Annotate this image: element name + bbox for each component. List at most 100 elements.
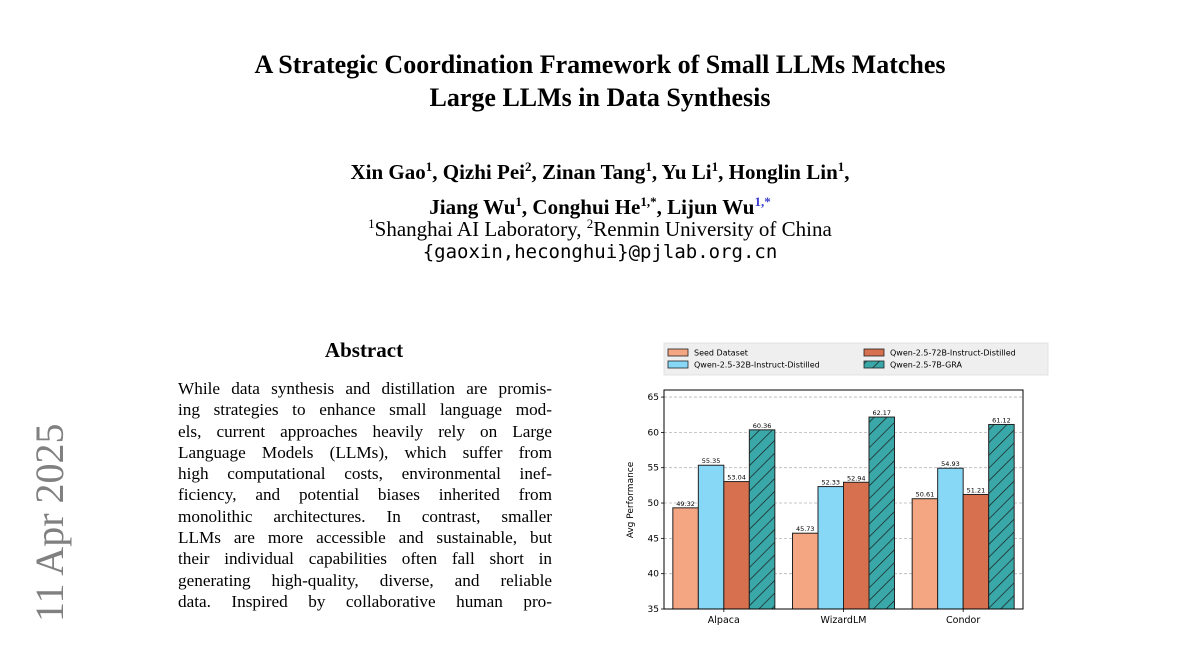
author-sup: 1: [711, 159, 719, 174]
affil-sup: 2: [586, 216, 594, 231]
legend-box: [663, 342, 1049, 376]
x-tick-label: Alpaca: [708, 615, 740, 626]
author-name: Lijun Wu: [667, 195, 755, 219]
title-line-2: Large LLMs in Data Synthesis: [429, 83, 771, 112]
abstract-line: data. Inspired by collaborative human pr…: [178, 591, 552, 611]
bar: [792, 532, 819, 610]
bar-value-label: 60.36: [753, 422, 772, 430]
bar: [672, 507, 699, 610]
legend-label: Qwen-2.5-7B-GRA: [890, 361, 963, 370]
affil-sup: 1: [368, 216, 375, 231]
abstract-line: high computational costs, environmental …: [178, 464, 552, 484]
x-tick-label: Condor: [946, 615, 980, 626]
author-sup: 1,*: [640, 194, 657, 209]
performance-figure: Seed Dataset Qwen-2.5-32B-Instruct-Distil…: [620, 340, 1060, 640]
y-tick-label: 40: [648, 570, 660, 580]
affil-1: Shanghai AI Laboratory,: [374, 217, 587, 241]
x-tick-label: WizardLM: [821, 615, 867, 626]
author-list: Xin Gao1, Qizhi Pei2, Zinan Tang1, Yu Li…: [0, 152, 1200, 222]
author-sep: ,: [651, 160, 662, 184]
author-line-1: Xin Gao1, Qizhi Pei2, Zinan Tang1, Yu Li…: [0, 152, 1200, 187]
author-name: Qizhi Pei: [442, 160, 526, 184]
legend-swatch: [863, 348, 885, 357]
abstract-body: While data synthesis and distillation ar…: [178, 378, 552, 612]
bar: [748, 429, 776, 610]
abstract-line: generating high-quality, diverse, and re…: [178, 570, 552, 590]
author-name: Honglin Lin: [728, 160, 838, 184]
abstract-line: monolithic architectures. In contrast, s…: [178, 506, 552, 526]
author-name: Yu Li: [661, 160, 712, 184]
legend-swatch: [667, 348, 689, 357]
bar: [817, 486, 844, 610]
y-tick-label: 55: [648, 464, 659, 474]
author-line-2: Jiang Wu1, Conghui He1,*, Lijun Wu1,*: [0, 187, 1200, 222]
author-sup: 1: [515, 194, 522, 209]
bar: [697, 464, 725, 610]
paper-title: A Strategic Coordination Framework of Sm…: [0, 48, 1200, 114]
bar: [868, 416, 895, 610]
plot-frame: [663, 389, 1024, 610]
bar: [911, 498, 939, 610]
bar-value-label: 55.35: [702, 457, 721, 465]
y-tick-label: 35: [648, 605, 659, 615]
bar: [843, 481, 870, 610]
y-ticks: 35 40 45 50 55 60 65: [648, 393, 664, 615]
y-tick-label: 45: [648, 534, 659, 544]
x-ticks: Alpaca WizardLM Condor: [708, 609, 980, 626]
bar-value-label: 61.12: [992, 416, 1011, 424]
author-sup: 1: [645, 159, 652, 174]
bar-value-label: 51.21: [967, 486, 986, 494]
legend: Seed Dataset Qwen-2.5-32B-Instruct-Distil…: [667, 348, 1016, 370]
title-line-1: A Strategic Coordination Framework of Sm…: [254, 50, 946, 79]
bar-value-label: 62.17: [872, 409, 891, 417]
abstract-line: their individual capabilities often fall…: [178, 549, 552, 569]
author-sep: ,: [521, 195, 533, 219]
arxiv-date-stamp: 11 Apr 2025: [27, 423, 72, 622]
author-name: Zinan Tang: [542, 160, 646, 184]
author-sep: ,: [718, 160, 729, 184]
author-name: Jiang Wu: [429, 195, 516, 219]
bar-chart: Seed Dataset Qwen-2.5-32B-Instruct-Distil…: [626, 342, 1049, 626]
bar-value-label: 54.93: [941, 460, 960, 468]
y-tick-label: 50: [648, 499, 660, 509]
bars: 49.32 55.35 53.04 60.36 45.73 52.33 52.94 62.17…: [672, 409, 1015, 610]
abstract-line: Language Models (LLMs), which suffer fro…: [178, 442, 552, 462]
y-axis-label: Avg Performance: [626, 461, 636, 538]
bar: [962, 493, 990, 610]
bar-value-label: 50.61: [916, 491, 935, 499]
author-sup: 2: [525, 159, 532, 174]
contact-email: {gaoxin,heconghui}@pjlab.org.cn: [422, 241, 778, 263]
affiliations: 1Shanghai AI Laboratory, 2Renmin Univers…: [0, 210, 1200, 243]
abstract-line: LLMs are more accessible and sustainable…: [178, 528, 552, 548]
legend-label: Seed Dataset: [694, 349, 748, 358]
legend-swatch: [667, 360, 689, 369]
abstract-heading: Abstract: [324, 338, 404, 362]
bar-value-label: 52.94: [847, 474, 866, 482]
legend-label: Qwen-2.5-72B-Instruct-Distilled: [890, 349, 1016, 358]
bar: [937, 467, 964, 610]
affil-2: Renmin University of China: [593, 217, 832, 241]
author-name: Conghui He: [532, 195, 641, 219]
legend-swatch: [863, 360, 885, 369]
abstract-line: ficiency, and potential biases inherited…: [178, 485, 552, 505]
author-sup: 1,*: [754, 194, 771, 209]
y-tick-label: 60: [648, 428, 660, 438]
y-tick-label: 65: [648, 393, 659, 403]
bar-value-label: 45.73: [796, 525, 815, 533]
bar-value-label: 53.04: [727, 474, 746, 482]
bar-value-label: 49.32: [676, 500, 695, 508]
author-sep: ,: [531, 160, 543, 184]
author-sup: 1: [837, 159, 845, 174]
abstract-line: While data synthesis and distillation ar…: [178, 379, 552, 398]
abstract-line: ing strategies to enhance small language…: [178, 400, 552, 420]
author-sep: ,: [656, 195, 668, 219]
author-sup: 1: [425, 159, 433, 174]
legend-label: Qwen-2.5-32B-Instruct-Distilled: [694, 361, 820, 370]
bar: [988, 423, 1015, 610]
abstract-line: els, current approaches heavily rely on …: [178, 421, 552, 441]
author-sep: ,: [432, 160, 443, 184]
author-name: Xin Gao: [350, 160, 426, 184]
bar-value-label: 52.33: [821, 479, 840, 487]
author-sep: ,: [844, 160, 850, 184]
bar: [723, 481, 750, 610]
